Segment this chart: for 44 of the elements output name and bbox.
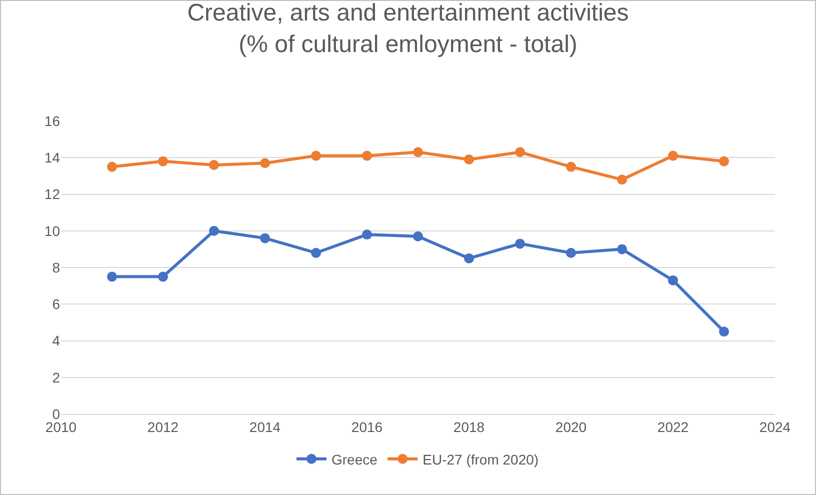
point — [413, 231, 423, 242]
x-tick-label: 2020 — [555, 418, 587, 435]
point — [617, 244, 627, 254]
x-tick-label: 2016 — [351, 418, 383, 435]
point — [311, 150, 321, 161]
point — [311, 248, 321, 258]
legend-label: Greece — [332, 451, 378, 468]
y-tick-label: 4 — [52, 332, 60, 349]
y-tick-label: 6 — [52, 296, 60, 312]
point — [362, 230, 372, 240]
point — [413, 147, 423, 158]
legend-label: EU-27 (from 2020) — [422, 451, 539, 468]
y-tick-label: 2 — [52, 369, 60, 386]
y-tick-label: 8 — [52, 259, 60, 276]
point — [209, 226, 219, 236]
point — [260, 158, 270, 168]
point — [515, 238, 525, 249]
point — [107, 272, 117, 282]
point — [107, 162, 117, 172]
x-tick-label: 2012 — [147, 418, 179, 435]
point — [719, 326, 729, 337]
x-tick-label: 2022 — [657, 418, 689, 435]
x-tick-label: 2024 — [759, 418, 791, 435]
point — [566, 248, 576, 258]
point — [260, 233, 270, 244]
y-tick-label: 12 — [44, 186, 60, 202]
point — [209, 160, 219, 170]
point — [719, 156, 729, 166]
y-tick-label: 14 — [44, 150, 60, 166]
point — [566, 162, 576, 172]
point — [515, 147, 525, 158]
chart-title: Creative, arts and entertainment activities (% of cultural emloyment - total) — [187, 0, 629, 58]
y-tick-label: 16 — [44, 112, 60, 129]
y-tick-label: 10 — [44, 222, 60, 239]
x-tick-label: 2014 — [249, 418, 281, 435]
point — [464, 154, 474, 164]
x-tick-label: 2018 — [453, 418, 485, 435]
point — [158, 272, 168, 282]
point — [464, 253, 474, 264]
point — [362, 150, 372, 161]
point — [158, 156, 168, 166]
point — [617, 174, 627, 185]
point — [668, 150, 678, 161]
point — [668, 275, 678, 286]
